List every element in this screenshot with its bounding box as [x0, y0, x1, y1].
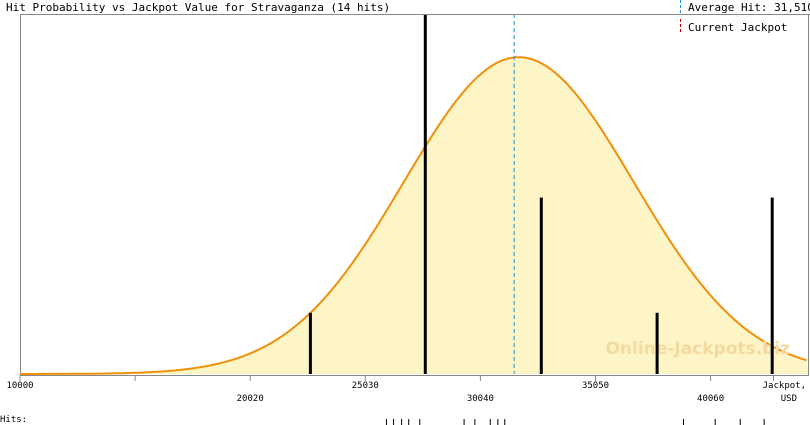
- chart-title: Hit Probability vs Jackpot Value for Str…: [6, 1, 390, 14]
- probability-curve: [20, 56, 807, 375]
- plot-area: Online-Jackpots.biz: [20, 14, 809, 376]
- hit-bar: [655, 312, 659, 374]
- hit-bar: [539, 197, 543, 374]
- x-axis-label-line-2: USD: [781, 394, 797, 404]
- hit-bar: [423, 14, 427, 374]
- x-tick-label: 30040: [467, 394, 494, 404]
- x-tick-label: 25030: [352, 381, 379, 391]
- hit-bar: [770, 197, 774, 374]
- x-tick-label: 10000: [6, 381, 33, 391]
- watermark: Online-Jackpots.biz: [605, 339, 790, 359]
- x-tick-label: 20020: [237, 394, 264, 404]
- x-axis-label-line-1: Jackpot,: [763, 381, 806, 391]
- x-tick-label: 40060: [697, 394, 724, 404]
- hits-strip: Hits:: [0, 415, 765, 425]
- hits-label: Hits:: [0, 415, 27, 425]
- title-background: [0, 0, 810, 14]
- hit-bars: [308, 14, 774, 374]
- x-axis: 10000 20020 25030 30040 35050 40060: [6, 375, 808, 404]
- hit-bar: [308, 312, 312, 374]
- x-tick-label: 35050: [582, 381, 609, 391]
- probability-area: [20, 57, 808, 374]
- legend: Average Hit: 31,510 Current Jackpot: [680, 0, 810, 34]
- legend-current-jackpot: Current Jackpot: [688, 21, 787, 34]
- legend-average-hit: Average Hit: 31,510: [688, 1, 810, 14]
